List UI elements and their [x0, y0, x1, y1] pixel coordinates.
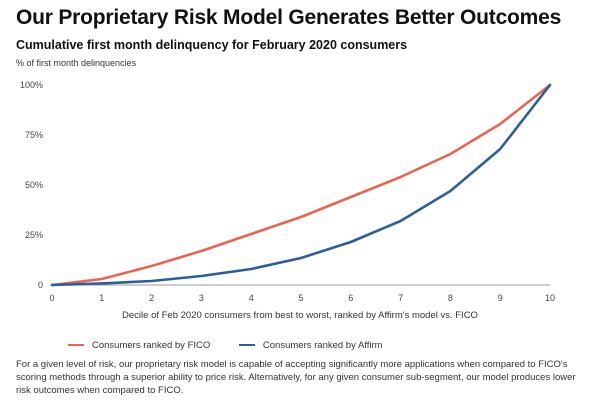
page-title: Our Proprietary Risk Model Generates Bet… [16, 6, 562, 29]
y-tick-label: 100% [20, 80, 43, 90]
chart-legend: Consumers ranked by FICO Consumers ranke… [68, 338, 409, 351]
series-line-affirm [50, 83, 552, 287]
x-tick-label: 1 [99, 293, 104, 303]
y-tick-label: 75% [25, 130, 43, 140]
chart-subtitle: Cumulative first month delinquency for F… [16, 38, 408, 52]
x-tick-label: 7 [398, 293, 403, 303]
y-tick-label: 0 [38, 280, 43, 290]
y-tick-label: 50% [25, 180, 43, 190]
legend-item-affirm: Consumers ranked by Affirm [238, 339, 383, 351]
x-tick-label: 0 [49, 293, 54, 303]
x-tick-label: 8 [448, 293, 453, 303]
y-tick-labels: 0 25% 50% 75% 100% [20, 80, 43, 290]
footnote: For a given level of risk, our proprieta… [16, 359, 576, 396]
series-lines [50, 83, 552, 287]
x-axis-label: Decile of Feb 2020 consumers from best t… [122, 310, 478, 321]
y-tick-label: 25% [25, 230, 43, 240]
x-tick-label: 2 [149, 293, 154, 303]
legend-label-affirm: Consumers ranked by Affirm [262, 339, 383, 351]
y-axis-label: % of first month delinquencies [16, 58, 137, 68]
x-tick-label: 9 [498, 293, 503, 303]
x-tick-label: 6 [348, 293, 353, 303]
legend-label-fico: Consumers ranked by FICO [92, 339, 211, 351]
x-tick-label: 5 [298, 293, 303, 303]
legend-swatch-affirm [238, 344, 255, 346]
x-tick-labels: 0 1 2 3 4 5 6 7 8 9 10 [49, 293, 555, 303]
x-tick-label: 3 [199, 293, 204, 303]
x-tick-label: 4 [249, 293, 254, 303]
legend-item-fico: Consumers ranked by FICO [68, 340, 210, 351]
x-tick-label: 10 [545, 293, 555, 303]
legend-swatch-fico [68, 344, 84, 346]
series-line-fico [50, 83, 552, 287]
